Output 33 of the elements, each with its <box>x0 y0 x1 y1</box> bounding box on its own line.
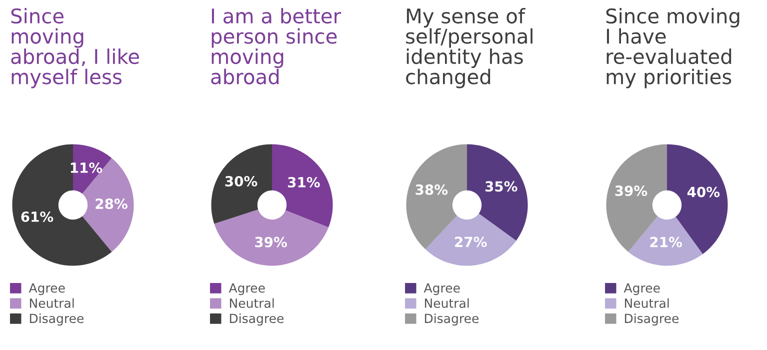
donut-slice <box>214 210 329 266</box>
data-label: 39% <box>615 186 648 196</box>
donut-slice <box>425 214 516 266</box>
legend-label: Agree <box>424 283 460 296</box>
legend-label: Agree <box>228 283 265 296</box>
legend-label: Disagree <box>424 313 479 326</box>
legend-label: Agree <box>28 283 65 296</box>
data-label: 11% <box>70 162 102 173</box>
legend-label: Disagree <box>230 313 284 326</box>
chart-title: My sense of self/personal identity has changed <box>406 8 532 88</box>
legend-label: Agree <box>624 283 660 296</box>
data-label: 38% <box>416 184 448 195</box>
data-label: 40% <box>687 186 720 198</box>
legend-label: Neutral <box>624 298 669 308</box>
donut-slice <box>272 144 333 228</box>
data-label: 27% <box>455 236 487 248</box>
legend-label: Neutral <box>30 298 74 308</box>
data-label: 28% <box>96 198 128 210</box>
data-label: 30% <box>225 176 258 187</box>
legend-label: Disagree <box>30 313 84 326</box>
data-label: 35% <box>485 181 518 192</box>
data-label: 21% <box>650 236 682 248</box>
legend-label: Neutral <box>424 298 469 308</box>
legend-label: Neutral <box>230 298 274 308</box>
donut-slice <box>211 144 272 224</box>
chart-title: Since moving abroad, I like myself less <box>11 8 139 88</box>
data-label: 39% <box>255 236 287 248</box>
chart-title: Since moving I have re-evaluated my priorities <box>606 8 740 88</box>
data-label: 61% <box>21 211 54 222</box>
legend-label: Disagree <box>624 313 679 326</box>
data-label: 31% <box>288 177 320 188</box>
chart-title: I am a better person since moving abroad <box>211 8 342 84</box>
donut-slice <box>628 216 703 266</box>
